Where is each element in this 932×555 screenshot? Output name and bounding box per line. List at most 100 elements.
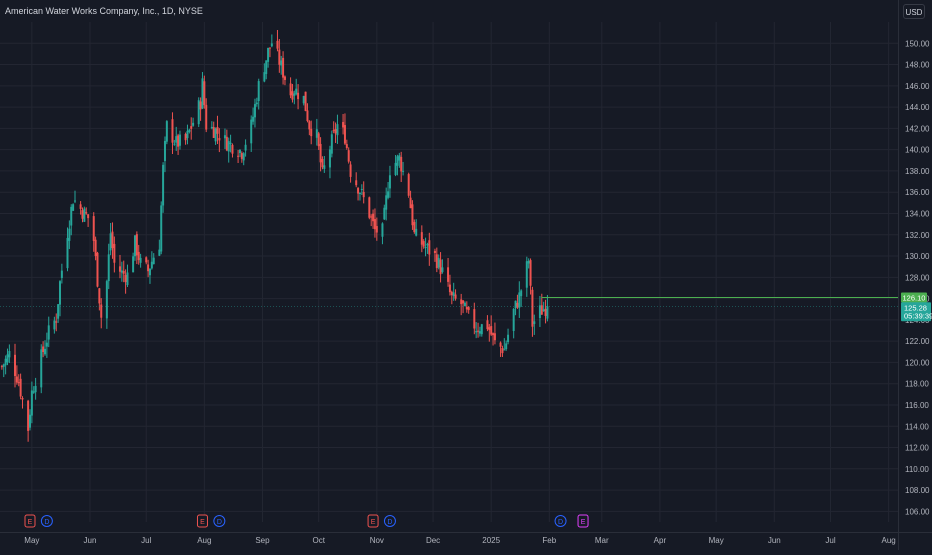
candle	[92, 212, 95, 252]
candle-body	[45, 342, 48, 347]
candle-body	[345, 144, 348, 149]
candle	[428, 232, 431, 266]
candle	[43, 340, 46, 356]
candle-body	[27, 400, 30, 431]
dividend-marker[interactable]: D	[213, 515, 226, 527]
event-marker-label: E	[371, 519, 376, 526]
dividend-icon	[213, 515, 226, 527]
x-tick-label: Nov	[370, 536, 384, 545]
candle-body	[355, 180, 358, 186]
candle	[435, 247, 438, 273]
candle-body	[92, 216, 95, 241]
candle	[133, 235, 136, 261]
candle	[57, 304, 60, 323]
candle	[448, 274, 451, 296]
candle-body	[201, 78, 204, 109]
y-tick-label: 116.00	[905, 401, 929, 410]
candle	[385, 187, 388, 221]
candle	[501, 345, 504, 357]
candle-body	[72, 204, 75, 211]
candle	[53, 316, 56, 334]
candle	[32, 386, 35, 394]
candle	[8, 344, 11, 364]
candle	[158, 239, 161, 257]
candle-body	[216, 127, 219, 134]
candle-body	[319, 143, 322, 163]
candle	[280, 55, 283, 75]
earnings-marker[interactable]: E	[577, 514, 589, 528]
x-tick-label: Apr	[654, 536, 667, 545]
candle	[190, 117, 193, 140]
candle-body	[441, 267, 444, 273]
y-tick-label: 134.00	[905, 209, 930, 218]
earnings-marker[interactable]: E	[196, 514, 208, 528]
candle-body	[205, 104, 208, 130]
candle-body	[448, 284, 451, 293]
candle	[527, 258, 530, 269]
candle-body	[516, 302, 519, 308]
candle-body	[265, 60, 268, 74]
candle	[107, 243, 110, 290]
candle-body	[47, 325, 50, 340]
candle-body	[175, 136, 178, 143]
candle	[45, 332, 48, 358]
candle	[173, 139, 176, 146]
dividend-marker[interactable]: D	[554, 515, 567, 527]
candle-body	[433, 250, 436, 254]
candle	[525, 256, 528, 297]
candle-body	[507, 334, 510, 343]
candle-body	[317, 133, 320, 147]
candle	[252, 107, 255, 125]
candle	[475, 322, 478, 339]
candle	[83, 206, 86, 222]
candle	[402, 161, 405, 176]
candle-body	[428, 240, 431, 255]
candle-body	[13, 354, 16, 377]
candle	[349, 161, 352, 183]
candle-body	[360, 188, 363, 190]
last-price-label: 125.28	[904, 303, 927, 312]
line-price-tag	[901, 292, 927, 303]
candle-body	[163, 140, 166, 162]
candle	[162, 162, 165, 213]
candle-body	[492, 333, 495, 336]
candle	[184, 132, 187, 145]
currency-button[interactable]: USD	[903, 4, 925, 19]
candle	[55, 313, 58, 332]
last-price-tag	[901, 302, 931, 322]
candle	[319, 137, 322, 172]
countdown-label: 05:39:39	[904, 311, 932, 320]
event-marker-label: D	[217, 519, 222, 526]
dividend-marker[interactable]: D	[40, 515, 53, 527]
x-tick-label: Jul	[825, 536, 835, 545]
candle-body	[87, 214, 90, 219]
candle-body	[229, 142, 232, 145]
candle-body	[321, 158, 324, 168]
candle-body	[214, 128, 217, 142]
candle	[135, 231, 138, 265]
candle	[452, 282, 455, 301]
candle-body	[19, 378, 22, 397]
candle	[360, 184, 363, 196]
candle-body	[289, 83, 292, 96]
candle-body	[387, 191, 390, 198]
candle-body	[177, 135, 180, 147]
candle	[529, 258, 532, 295]
candle	[268, 47, 271, 58]
candle	[96, 251, 99, 288]
y-tick-label: 148.00	[905, 61, 930, 70]
earnings-marker[interactable]: E	[24, 514, 36, 528]
dividend-marker[interactable]: D	[383, 515, 396, 527]
candle-body	[135, 234, 138, 256]
candle	[505, 340, 508, 351]
candle-body	[60, 270, 63, 279]
candle	[362, 181, 365, 204]
candle	[6, 348, 9, 366]
candle-body	[100, 304, 103, 318]
candle	[124, 269, 127, 294]
candle-body	[171, 119, 174, 143]
candle-body	[190, 126, 193, 129]
earnings-marker[interactable]: E	[367, 514, 379, 528]
